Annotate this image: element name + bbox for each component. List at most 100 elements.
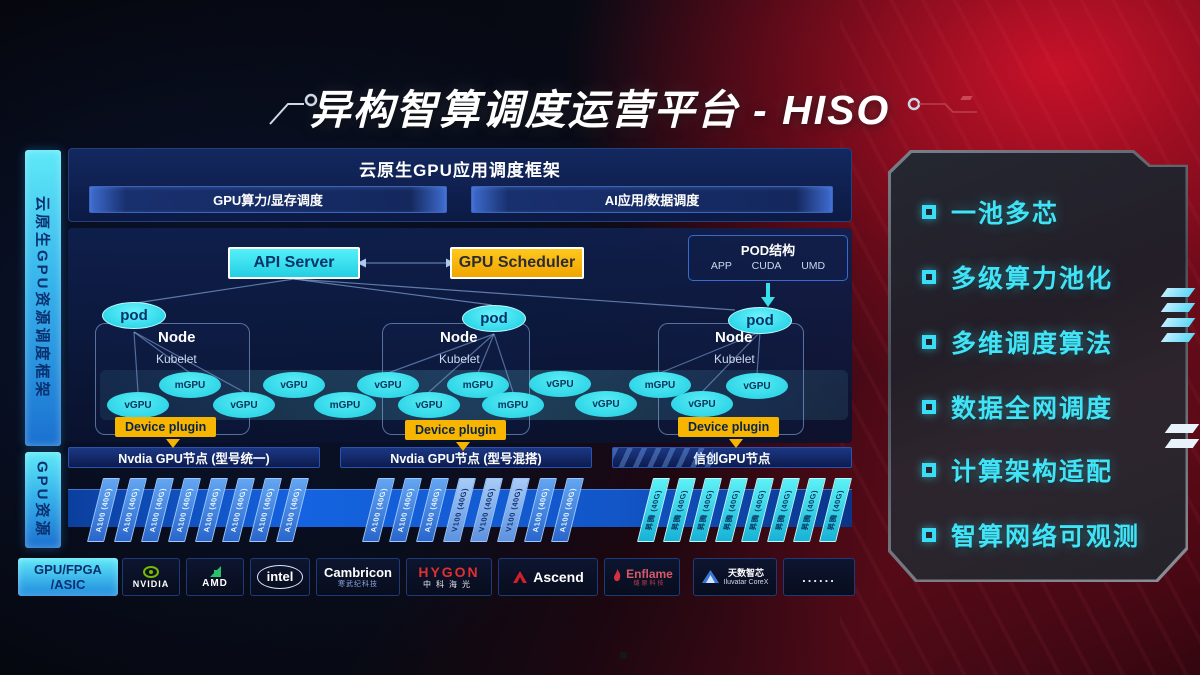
- square-bullet-icon: [922, 400, 936, 414]
- module-gpu-compute-scheduling: GPU算力/显存调度: [89, 186, 447, 213]
- amd-logo-icon: [209, 566, 221, 577]
- vendor-name: HYGON: [418, 564, 480, 580]
- vendor-cambricon: Cambricon 寒武纪科技: [316, 558, 400, 596]
- device-plugin-arrow-1: [166, 439, 180, 448]
- app-framework-title: 云原生GPU应用调度框架: [359, 161, 561, 180]
- feature-panel: 一池多芯 多级算力池化 多维调度算法 数据全网调度 计算架构适配 智算网络可观测: [888, 150, 1188, 582]
- gpu-group-header-1: Nvdia GPU节点 (型号统一): [68, 447, 320, 468]
- sidebar-gpu-resource-bar: GPU资源: [25, 452, 61, 548]
- bottom-dot: [620, 652, 627, 659]
- vendor-ascend: Ascend: [498, 558, 598, 596]
- page-title: 异构智算调度运营平台 - HISO: [309, 87, 891, 133]
- gpu-ellipse: vGPU: [575, 391, 637, 417]
- gpu-ellipse: vGPU: [726, 373, 788, 399]
- sidebar-hardware-box: GPU/FPGA /ASIC: [18, 558, 118, 596]
- gpu-ellipse: vGPU: [263, 372, 325, 398]
- vendor-name: Cambricon: [324, 565, 392, 580]
- gpu-ellipse: vGPU: [529, 371, 591, 397]
- vendor-subname: 寒武纪科技: [338, 581, 378, 588]
- vendor-subname: Iluvatar CoreX: [723, 578, 769, 586]
- feature-item: 智算网络可观测: [922, 517, 1140, 553]
- vendor-hygon: HYGON 中科海光: [406, 558, 492, 596]
- pod-layer-umd: UMD: [801, 260, 826, 272]
- gpu-ellipse: vGPU: [398, 392, 460, 418]
- gpu-ellipse: vGPU: [107, 392, 169, 418]
- intel-logo: intel: [256, 565, 304, 589]
- device-plugin-1: Device plugin: [115, 417, 217, 437]
- feature-label: 计算架构适配: [951, 458, 1114, 486]
- vendor-name: AMD: [202, 578, 228, 589]
- feature-label: 数据全网调度: [951, 395, 1114, 423]
- gpu-scheduler-box: GPU Scheduler: [450, 247, 584, 279]
- feature-item: 计算架构适配: [922, 452, 1113, 488]
- pod-structure-box: POD结构 APP CUDA UMD: [688, 235, 848, 281]
- hardware-label-line1: GPU/FPGA: [34, 562, 102, 577]
- panel-slash-decoration-white: [1164, 424, 1200, 448]
- gpu-ellipse: mGPU: [159, 372, 221, 398]
- vendor-enflame: Enflame 燧原科技: [604, 558, 680, 596]
- kubelet-1-label: Kubelet: [156, 352, 197, 366]
- device-plugin-3: Device plugin: [678, 417, 780, 437]
- node-2-label: Node: [440, 329, 478, 346]
- api-server-box: API Server: [228, 247, 360, 279]
- gpu-ellipse: mGPU: [314, 392, 376, 418]
- app-framework-panel: 云原生GPU应用调度框架 GPU算力/显存调度 AI应用/数据调度: [68, 148, 852, 222]
- feature-item: 数据全网调度: [922, 389, 1113, 425]
- gpu-ellipse: mGPU: [482, 392, 544, 418]
- square-bullet-icon: [922, 528, 936, 542]
- device-plugin-arrow-2: [456, 442, 470, 451]
- feature-label: 多级算力池化: [951, 265, 1114, 293]
- feature-label: 智算网络可观测: [951, 523, 1141, 551]
- vendor-subname: 中科海光: [423, 580, 475, 589]
- kubelet-2-label: Kubelet: [439, 352, 480, 366]
- panel-slash-decoration-cyan: [1160, 288, 1196, 342]
- feature-label: 多维调度算法: [951, 330, 1114, 358]
- square-bullet-icon: [922, 335, 936, 349]
- hardware-label-line2: /ASIC: [50, 577, 86, 592]
- feature-item: 一池多芯: [922, 194, 1059, 230]
- kubelet-3-label: Kubelet: [714, 352, 755, 366]
- feature-label: 一池多芯: [951, 200, 1060, 228]
- square-bullet-icon: [922, 270, 936, 284]
- iluvatar-logo-icon: [701, 570, 719, 583]
- vendor-others: ......: [783, 558, 855, 596]
- nvidia-logo-icon: [142, 565, 159, 578]
- pod-3: pod: [728, 307, 792, 334]
- gpu-group-header-3: 信创GPU节点: [612, 447, 852, 468]
- square-bullet-icon: [922, 463, 936, 477]
- vendor-name: Ascend: [533, 569, 584, 585]
- vendor-name: Enflame: [626, 566, 673, 581]
- sidebar-framework-label: 云原生GPU资源调度框架: [33, 196, 51, 400]
- enflame-logo-icon: [614, 569, 621, 582]
- module-ai-data-scheduling: AI应用/数据调度: [471, 186, 833, 213]
- feature-panel-inner: [890, 152, 1186, 580]
- sidebar-gpu-resource-label: GPU资源: [33, 461, 51, 539]
- title-left-circuit-icon: [269, 93, 318, 125]
- vendor-name: 天数智芯: [727, 567, 764, 578]
- square-bullet-icon: [922, 205, 936, 219]
- pod-layer-cuda: CUDA: [751, 260, 782, 272]
- vendor-iluvatar: 天数智芯 Iluvatar CoreX: [693, 558, 777, 596]
- device-plugin-arrow-3: [729, 439, 743, 448]
- vendor-intel: intel: [250, 558, 310, 596]
- pod-layer-app: APP: [710, 260, 732, 272]
- node-1-label: Node: [158, 329, 196, 346]
- node-3-label: Node: [715, 329, 753, 346]
- vendor-name: NVIDIA: [132, 578, 170, 589]
- feature-item: 多级算力池化: [922, 259, 1113, 295]
- vendor-nvidia: NVIDIA: [122, 558, 180, 596]
- sidebar-framework-bar: 云原生GPU资源调度框架: [25, 150, 61, 446]
- pod-2: pod: [462, 305, 526, 332]
- vendor-amd: AMD: [186, 558, 244, 596]
- vendor-name: ......: [802, 569, 836, 585]
- gpu-ellipse: vGPU: [671, 391, 733, 417]
- device-plugin-2: Device plugin: [405, 420, 507, 440]
- gpu-ellipse: vGPU: [213, 392, 275, 418]
- title-right-circuit-icon: [907, 96, 977, 113]
- vendor-subname: 燧原科技: [633, 580, 666, 587]
- gpu-ellipse: vGPU: [357, 372, 419, 398]
- pod-structure-title: POD结构: [740, 243, 796, 258]
- ascend-logo-icon: [513, 571, 528, 583]
- feature-item: 多维调度算法: [922, 324, 1113, 360]
